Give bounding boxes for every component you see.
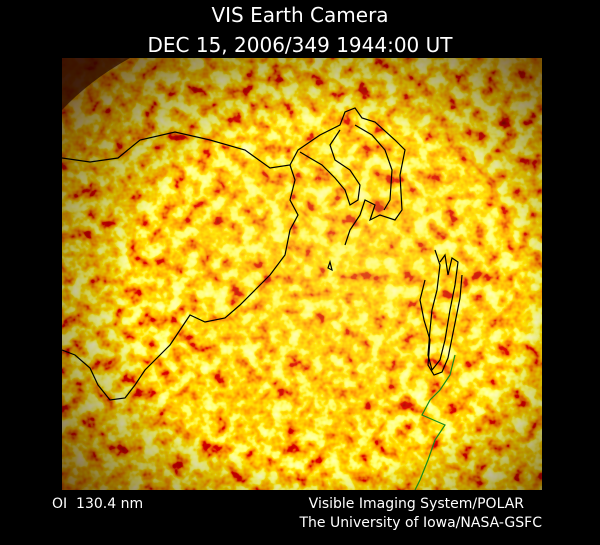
- instrument: Visible Imaging System/POLAR: [309, 496, 525, 512]
- title: VIS Earth Camera: [211, 3, 388, 27]
- institution: The University of Iowa/NASA-GSFC: [298, 515, 542, 531]
- terminator-line: [414, 354, 456, 490]
- timestamp: DEC 15, 2006/349 1944:00 UT: [148, 33, 454, 57]
- wavelength: OI 130.4 nm: [52, 496, 143, 512]
- coastlines: [62, 107, 463, 401]
- camera-image: [62, 58, 542, 490]
